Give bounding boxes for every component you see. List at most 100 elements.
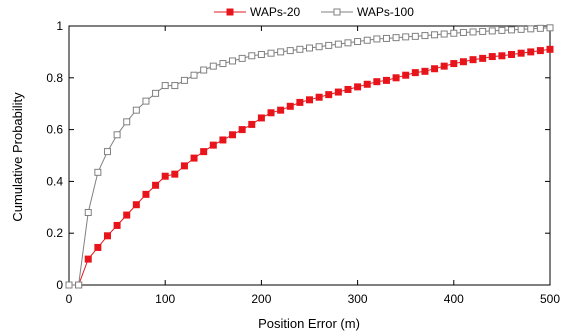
data-point-waps-100 [469, 28, 477, 36]
data-point-waps-100 [536, 24, 544, 32]
data-point-waps-20 [440, 62, 448, 70]
data-point-waps-100 [190, 71, 198, 79]
data-point-waps-20 [142, 190, 150, 198]
data-point-waps-100 [132, 106, 140, 114]
data-point-waps-20 [103, 232, 111, 240]
data-point-waps-20 [219, 136, 227, 144]
data-point-waps-20 [229, 131, 237, 139]
legend-label: WAPs-20 [250, 5, 301, 19]
data-point-waps-20 [536, 47, 544, 55]
data-point-waps-100 [267, 49, 275, 57]
legend: WAPs-20 WAPs-100 [214, 5, 414, 19]
legend-label: WAPs-100 [357, 5, 414, 19]
data-point-waps-20 [248, 120, 256, 128]
x-tick-label: 500 [540, 292, 560, 306]
data-point-waps-100 [248, 52, 256, 60]
x-tick-label: 400 [444, 292, 464, 306]
data-point-waps-20 [459, 58, 467, 66]
legend-item-waps-20: WAPs-20 [214, 5, 301, 19]
data-point-waps-100 [354, 38, 362, 46]
data-point-waps-20 [315, 93, 323, 101]
plot-area-border [68, 25, 551, 286]
data-point-waps-100 [286, 47, 294, 55]
data-point-waps-20 [334, 88, 342, 96]
data-point-waps-20 [171, 170, 179, 178]
data-point-waps-100 [498, 26, 506, 34]
data-point-waps-100 [333, 8, 341, 16]
data-point-waps-100 [238, 54, 246, 62]
data-point-waps-20 [277, 106, 285, 114]
data-point-waps-100 [123, 118, 131, 126]
data-point-waps-100 [546, 24, 554, 32]
data-point-waps-20 [373, 78, 381, 86]
data-point-waps-20 [267, 109, 275, 117]
data-point-waps-100 [229, 57, 237, 65]
data-point-waps-100 [440, 30, 448, 38]
data-point-waps-100 [171, 82, 179, 90]
data-point-waps-20 [190, 154, 198, 162]
data-point-waps-100 [517, 25, 525, 33]
data-point-waps-100 [75, 281, 83, 289]
data-point-waps-100 [344, 39, 352, 47]
data-point-waps-100 [421, 32, 429, 40]
data-point-waps-100 [180, 76, 188, 84]
data-point-waps-20 [479, 54, 487, 62]
data-point-waps-100 [325, 41, 333, 49]
data-point-waps-100 [94, 168, 102, 176]
x-axis-label: Position Error (m) [258, 316, 360, 331]
data-point-waps-100 [142, 97, 150, 105]
data-point-waps-20 [546, 45, 554, 53]
data-point-waps-100 [402, 33, 410, 41]
data-point-waps-100 [411, 32, 419, 40]
data-point-waps-20 [411, 69, 419, 77]
data-point-waps-20 [508, 50, 516, 58]
data-point-waps-20 [257, 114, 265, 122]
data-point-waps-100 [392, 34, 400, 42]
data-point-waps-100 [277, 48, 285, 56]
data-point-waps-100 [161, 82, 169, 90]
data-point-waps-100 [450, 29, 458, 37]
series-line-waps-100 [69, 27, 551, 286]
y-tick-label: 1 [56, 19, 63, 33]
x-tick-label: 0 [66, 292, 73, 306]
axis-ticks: 0 100 200 300 400 500 0 0.2 0.4 0.6 0.8 1 [46, 19, 560, 306]
data-point-waps-20 [84, 255, 92, 263]
data-point-waps-100 [219, 60, 227, 68]
data-point-waps-100 [306, 44, 313, 52]
data-point-waps-100 [296, 45, 304, 53]
y-axis-label: Cumulative Probability [10, 92, 25, 222]
y-tick-label: 0.8 [46, 71, 63, 85]
data-point-waps-20 [421, 67, 429, 75]
data-point-waps-20 [382, 76, 390, 84]
data-point-waps-20 [226, 8, 234, 16]
data-point-waps-100 [209, 62, 217, 70]
data-point-waps-100 [103, 148, 111, 156]
data-point-waps-100 [315, 43, 323, 51]
y-tick-label: 0 [56, 278, 63, 292]
data-point-waps-20 [180, 162, 188, 170]
y-tick-label: 0.4 [46, 174, 63, 188]
data-point-waps-20 [123, 211, 131, 219]
y-tick-label: 0.6 [46, 123, 63, 137]
data-point-waps-20 [469, 56, 477, 64]
series-line-waps-20 [69, 48, 551, 286]
data-point-waps-100 [459, 28, 467, 36]
data-point-waps-20 [296, 98, 304, 106]
data-point-waps-100 [200, 66, 208, 74]
data-point-waps-100 [363, 36, 371, 44]
data-point-waps-100 [488, 27, 496, 35]
data-point-waps-20 [431, 65, 439, 73]
data-point-waps-100 [373, 35, 381, 43]
data-point-waps-20 [354, 83, 362, 91]
data-point-waps-20 [238, 126, 246, 134]
data-point-waps-20 [450, 60, 458, 68]
data-point-waps-20 [113, 221, 121, 229]
data-point-waps-100 [113, 131, 121, 139]
data-point-waps-20 [488, 53, 496, 61]
series-waps-100 [65, 24, 554, 289]
y-tick-label: 0.2 [46, 226, 63, 240]
plot-frame [68, 25, 551, 286]
data-point-waps-20 [94, 243, 102, 251]
data-point-waps-100 [527, 25, 535, 33]
